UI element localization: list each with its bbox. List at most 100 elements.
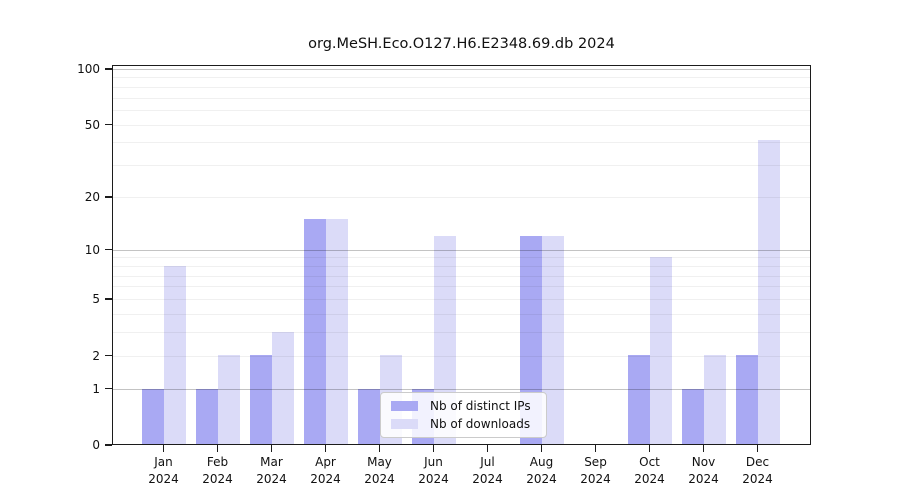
gridline-minor-30: [112, 165, 811, 167]
x-tick-month-nov: Nov: [691, 455, 716, 469]
x-tick-month-sep: Sep: [584, 455, 607, 469]
bar-distinct-ips-nov: [681, 388, 704, 445]
x-tick-mark-feb: [216, 445, 219, 452]
x-tick-label-aug: Aug 2024: [510, 454, 574, 488]
x-tick-month-aug: Aug: [529, 455, 554, 469]
bar-distinct-ips-dec: [735, 355, 758, 445]
x-tick-year-may: 2024: [364, 472, 395, 486]
y-tick-label-1: 1: [92, 381, 100, 396]
x-tick-mark-mar: [270, 445, 273, 452]
x-tick-mark-jul: [486, 445, 489, 452]
legend-row-downloads: Nb of downloads: [387, 417, 540, 431]
legend-label-downloads: Nb of downloads: [430, 416, 531, 431]
gridline-minor-9: [112, 257, 811, 259]
y-tick-mark-50: [105, 124, 112, 126]
bar-distinct-ips-jan: [141, 388, 164, 445]
bar-distinct-ips-feb: [195, 388, 218, 445]
x-tick-label-mar: Mar 2024: [240, 454, 304, 488]
x-tick-label-apr: Apr 2024: [294, 454, 358, 488]
gridline-minor-4: [112, 313, 811, 315]
bar-downloads-apr: [325, 219, 348, 445]
y-tick-mark-100: [105, 68, 112, 70]
x-tick-year-jul: 2024: [472, 472, 503, 486]
bar-downloads-oct: [649, 257, 672, 445]
x-tick-month-mar: Mar: [260, 455, 283, 469]
gridline-minor-60: [112, 110, 811, 111]
x-tick-mark-jun: [432, 445, 435, 452]
x-tick-label-may: May 2024: [348, 454, 412, 488]
y-tick-label-0: 0: [92, 438, 100, 452]
x-tick-year-oct: 2024: [634, 472, 665, 486]
gridline-major-1: [112, 388, 811, 390]
y-tick-mark-20: [105, 196, 112, 198]
legend-swatch-downloads: [391, 418, 418, 429]
x-tick-mark-aug: [540, 445, 543, 452]
gridline-major-10: [112, 249, 811, 251]
bar-downloads-nov: [703, 355, 726, 445]
bar-downloads-feb: [217, 355, 240, 445]
x-tick-year-mar: 2024: [256, 472, 287, 486]
gridline-minor-80: [112, 86, 811, 88]
x-tick-year-sep: 2024: [580, 472, 611, 486]
y-tick-mark-5: [105, 298, 112, 300]
x-tick-month-jan: Jan: [154, 455, 173, 469]
gridline-minor-90: [112, 77, 811, 79]
y-tick-mark-1: [105, 387, 112, 390]
gridline-minor-3: [112, 332, 811, 333]
x-tick-year-apr: 2024: [310, 472, 341, 486]
x-tick-mark-oct: [648, 445, 651, 452]
bar-distinct-ips-apr: [303, 219, 326, 445]
x-tick-label-jun: Jun 2024: [402, 454, 466, 488]
x-tick-month-jul: Jul: [480, 455, 495, 469]
y-tick-label-10: 10: [84, 242, 100, 257]
y-tick-label-50: 50: [84, 117, 100, 132]
x-tick-label-oct: Oct 2024: [618, 454, 682, 488]
y-tick-mark-10: [105, 249, 112, 251]
legend-swatch-distinct-ips: [391, 401, 418, 412]
x-tick-mark-dec: [756, 445, 759, 452]
x-tick-year-aug: 2024: [526, 472, 557, 486]
x-tick-label-jan: Jan 2024: [132, 454, 196, 488]
x-tick-year-dec: 2024: [742, 472, 773, 486]
y-tick-mark-0: [105, 444, 112, 446]
gridline-minor-50: [112, 124, 811, 126]
bar-distinct-ips-mar: [249, 355, 272, 445]
x-tick-year-nov: 2024: [688, 472, 719, 486]
bar-distinct-ips-oct: [627, 355, 650, 445]
x-tick-month-feb: Feb: [206, 455, 229, 469]
x-tick-label-dec: Dec 2024: [726, 454, 790, 488]
gridline-minor-40: [112, 142, 811, 144]
x-tick-year-feb: 2024: [202, 472, 233, 486]
x-tick-mark-nov: [702, 445, 705, 452]
x-tick-label-jul: Jul 2024: [456, 454, 520, 488]
gridline-minor-8: [112, 266, 811, 267]
x-tick-year-jun: 2024: [418, 472, 449, 486]
gridline-minor-7: [112, 275, 811, 277]
x-tick-month-may: May: [367, 455, 392, 469]
legend-label-distinct-ips: Nb of distinct IPs: [430, 399, 531, 414]
gridline-minor-6: [112, 286, 811, 288]
gridline-minor-2: [112, 355, 811, 357]
x-tick-mark-may: [378, 445, 381, 452]
y-tick-label-100: 100: [77, 61, 100, 76]
x-tick-label-sep: Sep 2024: [564, 454, 628, 488]
legend: Nb of distinct IPs Nb of downloads: [380, 392, 547, 438]
x-tick-mark-apr: [324, 445, 327, 452]
x-tick-label-nov: Nov 2024: [672, 454, 736, 488]
gridline-major-100: [112, 68, 811, 70]
legend-row-distinct-ips: Nb of distinct IPs: [387, 399, 540, 413]
x-tick-month-apr: Apr: [315, 455, 336, 469]
x-tick-month-dec: Dec: [745, 455, 770, 469]
y-tick-mark-2: [105, 354, 112, 357]
bar-downloads-dec: [757, 140, 780, 445]
x-tick-mark-jan: [162, 445, 165, 452]
gridline-minor-5: [112, 299, 811, 300]
x-tick-mark-sep: [594, 445, 597, 452]
plot-area: [112, 65, 811, 445]
y-tick-label-2: 2: [92, 348, 100, 363]
x-tick-year-jan: 2024: [148, 472, 179, 486]
gridline-minor-70: [112, 97, 811, 99]
bar-downloads-aug: [541, 236, 564, 445]
gridline-minor-20: [112, 196, 811, 198]
